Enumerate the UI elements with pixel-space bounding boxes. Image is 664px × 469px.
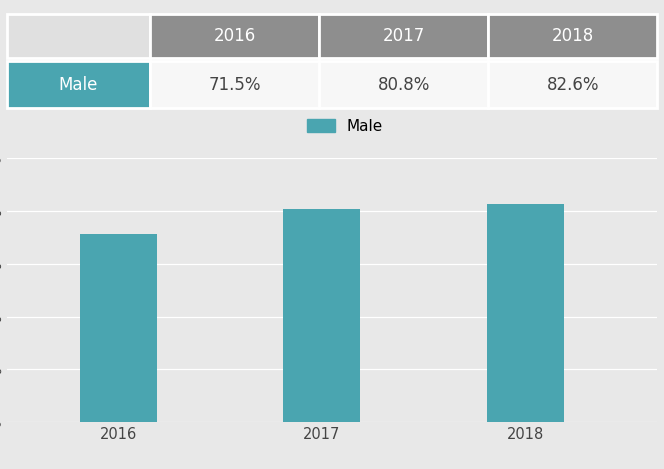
Text: 2016: 2016 <box>213 27 256 45</box>
Text: Male: Male <box>58 76 98 94</box>
FancyBboxPatch shape <box>488 14 657 58</box>
FancyBboxPatch shape <box>7 61 150 108</box>
FancyBboxPatch shape <box>488 61 657 108</box>
Text: 2017: 2017 <box>382 27 425 45</box>
Bar <box>284 209 361 422</box>
Text: 2018: 2018 <box>552 27 594 45</box>
FancyBboxPatch shape <box>150 14 319 58</box>
FancyBboxPatch shape <box>150 61 319 108</box>
Text: 71.5%: 71.5% <box>208 76 261 94</box>
Text: 80.8%: 80.8% <box>377 76 430 94</box>
Legend: Male: Male <box>307 119 383 134</box>
FancyBboxPatch shape <box>7 14 150 58</box>
FancyBboxPatch shape <box>319 14 488 58</box>
Bar <box>487 204 564 422</box>
Bar <box>80 234 157 422</box>
FancyBboxPatch shape <box>319 61 488 108</box>
Text: 82.6%: 82.6% <box>546 76 599 94</box>
